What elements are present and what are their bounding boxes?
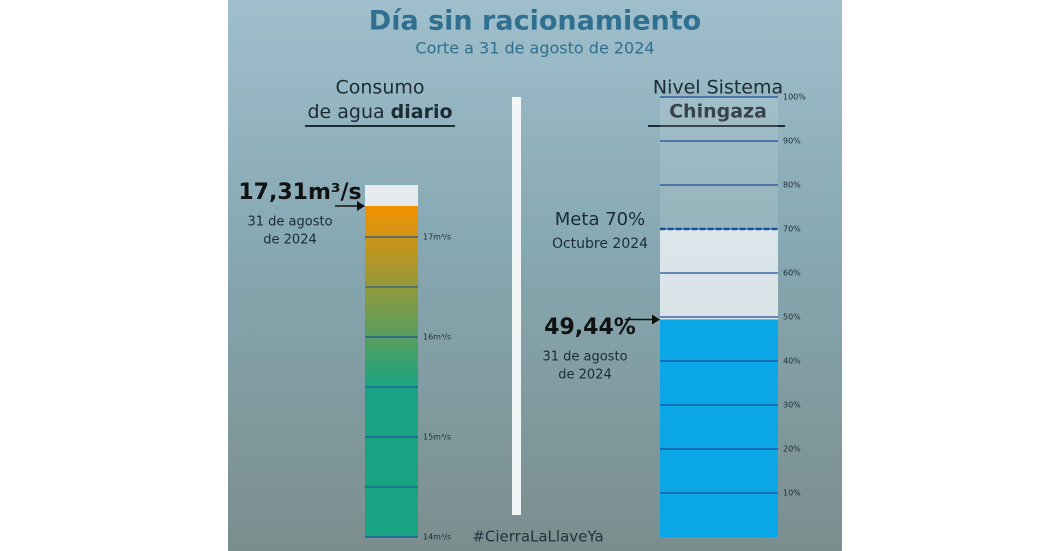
y-tick-label: 15m³/s <box>423 433 451 442</box>
chart-title: Chingaza <box>669 101 767 123</box>
date-label: de 2024 <box>558 368 611 383</box>
y-tick-label: 60% <box>783 269 801 278</box>
date-label: 31 de agosto <box>542 350 627 365</box>
title: Día sin racionamiento <box>369 6 701 37</box>
y-tick-label: 20% <box>783 445 801 454</box>
arrow-head <box>357 201 365 211</box>
y-tick-label: 17m³/s <box>423 233 451 242</box>
y-tick-label: 50% <box>783 313 801 322</box>
target-label: Meta 70% <box>555 209 645 230</box>
bar <box>365 206 418 537</box>
value-label: 49,44% <box>544 315 636 340</box>
y-tick-label: 10% <box>783 489 801 498</box>
chart-title: de agua diario <box>307 101 452 123</box>
subtitle: Corte a 31 de agosto de 2024 <box>415 39 654 58</box>
y-tick-label: 80% <box>783 181 801 190</box>
divider <box>512 97 521 515</box>
chart-title: Consumo <box>335 77 424 99</box>
y-tick-label: 40% <box>783 357 801 366</box>
bar <box>660 319 778 537</box>
hashtag: #CierraLaLlaveYa <box>472 528 603 546</box>
date-label: 31 de agosto <box>247 215 332 230</box>
value-label: 17,31m³/s <box>238 180 361 205</box>
chart-title-bold: diario <box>391 101 453 123</box>
target-sublabel: Octubre 2024 <box>552 236 648 252</box>
y-tick-label: 70% <box>783 225 801 234</box>
arrow-head <box>652 314 660 325</box>
date-label: de 2024 <box>263 233 316 248</box>
y-tick-label: 90% <box>783 137 801 146</box>
y-tick-label: 100% <box>783 93 806 102</box>
y-tick-label: 14m³/s <box>423 533 451 542</box>
y-tick-label: 30% <box>783 401 801 410</box>
chart-title: Nivel Sistema <box>653 77 783 99</box>
y-tick-label: 16m³/s <box>423 333 451 342</box>
chart-title-part: de agua <box>307 101 384 123</box>
